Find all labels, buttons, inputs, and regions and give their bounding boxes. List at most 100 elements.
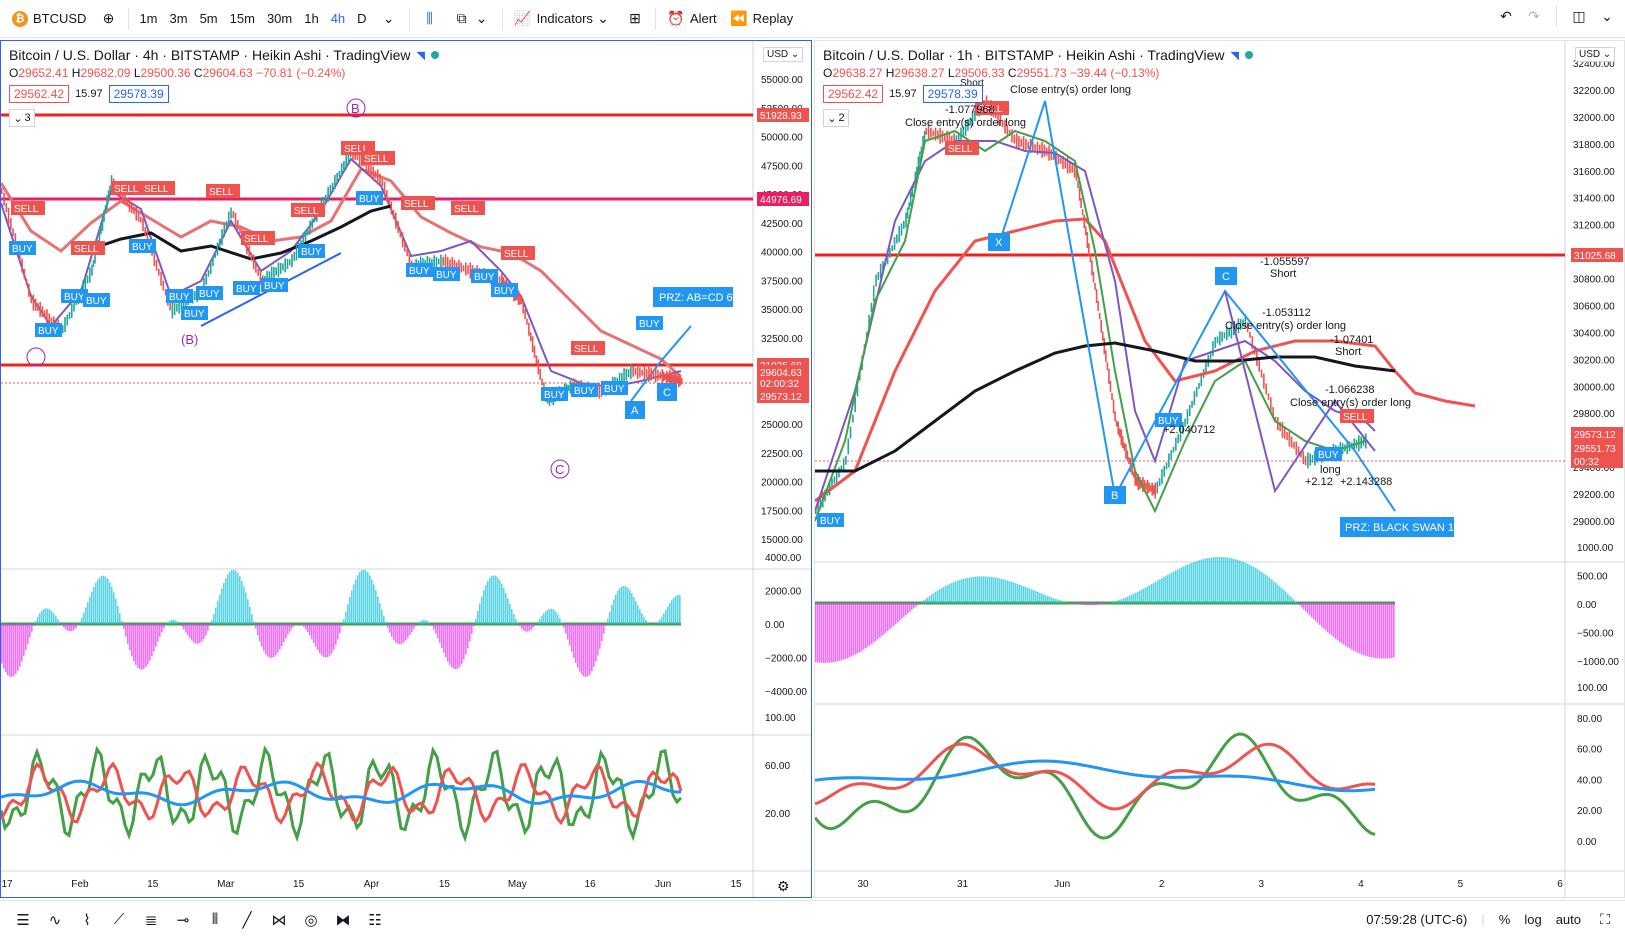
buy-signal[interactable]: BUY	[639, 319, 660, 330]
chart-type-button[interactable]: ⧉ ⌄	[446, 5, 498, 33]
sell-signal[interactable]: SELL	[574, 344, 599, 355]
time-axis[interactable]: 30 31 Jun 2 3 4 5 6	[857, 879, 1563, 890]
oscillator-axis[interactable]: 100.00 80.00 60.00 40.00 20.00 0.00	[1577, 683, 1608, 848]
interval-4h[interactable]: 4h	[330, 11, 346, 26]
buy-signal[interactable]: BUY	[12, 244, 33, 255]
pattern-point-box[interactable]	[1104, 486, 1126, 504]
harmonic-pattern[interactable]	[1224, 290, 1376, 494]
clock[interactable]: 07:59:28 (UTC-6)	[1366, 912, 1468, 927]
buy-signal[interactable]: BUY	[436, 270, 457, 281]
buy-signal[interactable]: BUY	[1158, 416, 1179, 427]
long-position-icon[interactable]: ⧓	[335, 911, 351, 929]
horizontal-line-icon[interactable]: ⊸	[176, 911, 190, 929]
buy-signal[interactable]: BUY	[409, 266, 430, 277]
bar-style-button[interactable]: ⫼	[414, 5, 446, 33]
buy-signal[interactable]: BUY	[132, 242, 153, 253]
xabcd-pattern-icon[interactable]: ⋈	[271, 911, 287, 929]
fib-icon[interactable]: ≣	[144, 911, 158, 929]
chart-pane-right[interactable]: Bitcoin / U.S. Dollar · 1h · BITSTAMP · …	[814, 40, 1625, 898]
chevron-down-icon[interactable]: ⌄	[1601, 7, 1613, 24]
interval-1m[interactable]: 1m	[139, 11, 158, 26]
interval-30m[interactable]: 30m	[266, 11, 293, 26]
signal-labels[interactable]: SELL SELL SELL SELL SELL SELL SELL SELL SELL SELL…	[9, 141, 663, 401]
pattern-point-c[interactable]: C	[1222, 271, 1230, 283]
menu-icon[interactable]: ☰	[16, 911, 30, 929]
prz-label-box[interactable]	[653, 287, 733, 307]
sell-signal[interactable]: SELL	[454, 204, 479, 215]
auto-toggle[interactable]: auto	[1555, 912, 1581, 927]
indicators-collapse-button[interactable]: ⌄ 3	[9, 109, 35, 127]
log-toggle[interactable]: log	[1524, 912, 1542, 927]
pattern-point-b[interactable]: B	[1111, 490, 1118, 502]
compare-symbol-button[interactable]: ⊕	[92, 5, 124, 33]
undo-icon[interactable]: ↶	[1500, 7, 1512, 24]
sell-signal[interactable]: SELL	[364, 154, 389, 165]
buy-signal[interactable]: BUY	[359, 194, 380, 205]
buy-signal[interactable]: BUY	[494, 286, 515, 297]
elliott-wave-icon[interactable]: ⌇	[83, 911, 91, 929]
buy-signal[interactable]: BUY	[574, 386, 595, 397]
flag-icon[interactable]: ◥	[416, 49, 425, 62]
chart-canvas-left[interactable]: 55000.0052500.0050000.0047500.0045000.00…	[1, 41, 811, 898]
pattern-point-box[interactable]	[1215, 267, 1237, 285]
sell-signal[interactable]: SELL	[14, 204, 39, 215]
sell-signal[interactable]: SELL	[978, 104, 1003, 115]
buy-signal[interactable]: BUY	[544, 390, 565, 401]
gear-icon[interactable]: ⚙	[777, 878, 790, 894]
pattern-point-x[interactable]: X	[995, 237, 1003, 249]
pattern-point-box[interactable]	[988, 233, 1010, 251]
trend-line-icon[interactable]: ⟋	[113, 911, 125, 928]
prz-label-box[interactable]	[1340, 517, 1454, 537]
indicators-collapse-button[interactable]: ⌄ 2	[823, 109, 849, 127]
chart-pane-left[interactable]: Bitcoin / U.S. Dollar · 4h · BITSTAMP · …	[0, 40, 812, 898]
sell-signal[interactable]: SELL	[114, 184, 139, 195]
harmonic-pattern[interactable]	[630, 325, 692, 402]
pattern-point-box[interactable]	[625, 401, 645, 419]
sell-signal[interactable]: SELL	[244, 234, 269, 245]
buy-price-button[interactable]: 29578.39	[922, 85, 983, 103]
alert-button[interactable]: ⏰ Alert	[660, 5, 723, 33]
currency-selector[interactable]: USD ⌄	[1575, 47, 1616, 62]
buy-signal[interactable]: BUY	[604, 384, 625, 395]
sell-signal[interactable]: SELL	[294, 206, 319, 217]
buy-signal[interactable]: BUY	[38, 326, 59, 337]
spiral-icon[interactable]: ◎	[304, 911, 318, 929]
percent-toggle[interactable]: %	[1498, 912, 1511, 927]
sell-signal[interactable]: SELL	[74, 244, 99, 255]
buy-signal[interactable]: BUY	[184, 309, 205, 320]
buy-signal[interactable]: BUY	[169, 292, 190, 303]
wave-label-b-paren[interactable]: (B)	[181, 332, 198, 347]
buy-signal[interactable]: BUY	[236, 284, 257, 295]
pattern-point-box[interactable]	[657, 383, 677, 401]
oscillator-axis[interactable]: 100.00 60.00 20.00	[765, 713, 796, 820]
wave-label-b[interactable]: B	[351, 101, 360, 116]
buy-signal[interactable]: BUY	[820, 516, 841, 527]
macd-axis[interactable]: 4000.00 2000.00 0.00 −2000.00 −4000.00	[765, 553, 807, 698]
buy-signal[interactable]: BUY	[1318, 450, 1339, 461]
buy-signal[interactable]: BUY	[474, 272, 495, 283]
prz-label[interactable]: PRZ: AB=CD 6	[659, 292, 733, 304]
settings-sliders-icon[interactable]: ☷	[368, 911, 382, 929]
price-axis[interactable]: 55000.0052500.0050000.0047500.0045000.00…	[761, 75, 803, 546]
interval-15m[interactable]: 15m	[229, 11, 255, 26]
sell-signal[interactable]: SELL	[404, 199, 429, 210]
flag-icon[interactable]: ◥	[1230, 49, 1239, 62]
harmonic-pattern[interactable]	[999, 100, 1396, 512]
chart-canvas-right[interactable]: 32400.00 32200.00 32000.00 31800.00 31600.00…	[815, 41, 1625, 898]
interval-1h[interactable]: 1h	[304, 11, 319, 26]
interval-5m[interactable]: 5m	[199, 11, 218, 26]
redo-icon[interactable]: ↷	[1528, 7, 1540, 24]
replay-button[interactable]: ⏪ Replay	[723, 5, 799, 33]
buy-signal[interactable]: BUY	[199, 289, 220, 300]
signal-labels[interactable]: SELL SELL SELL BUY BUY BUY	[817, 101, 1374, 527]
buy-signal[interactable]: BUY	[86, 296, 107, 307]
interval-3m[interactable]: 3m	[169, 11, 188, 26]
sell-signal[interactable]: SELL	[209, 187, 234, 198]
symbol-search[interactable]: ₿ BTCUSD	[6, 5, 92, 33]
buy-signal[interactable]: BUY	[264, 281, 285, 292]
templates-button[interactable]: ⊞	[619, 5, 651, 33]
sell-signal[interactable]: SELL	[948, 144, 973, 155]
currency-selector[interactable]: USD ⌄	[763, 47, 804, 62]
buy-price-button[interactable]: 29578.39	[108, 85, 169, 103]
interval-dropdown[interactable]: ⌄	[373, 5, 405, 33]
